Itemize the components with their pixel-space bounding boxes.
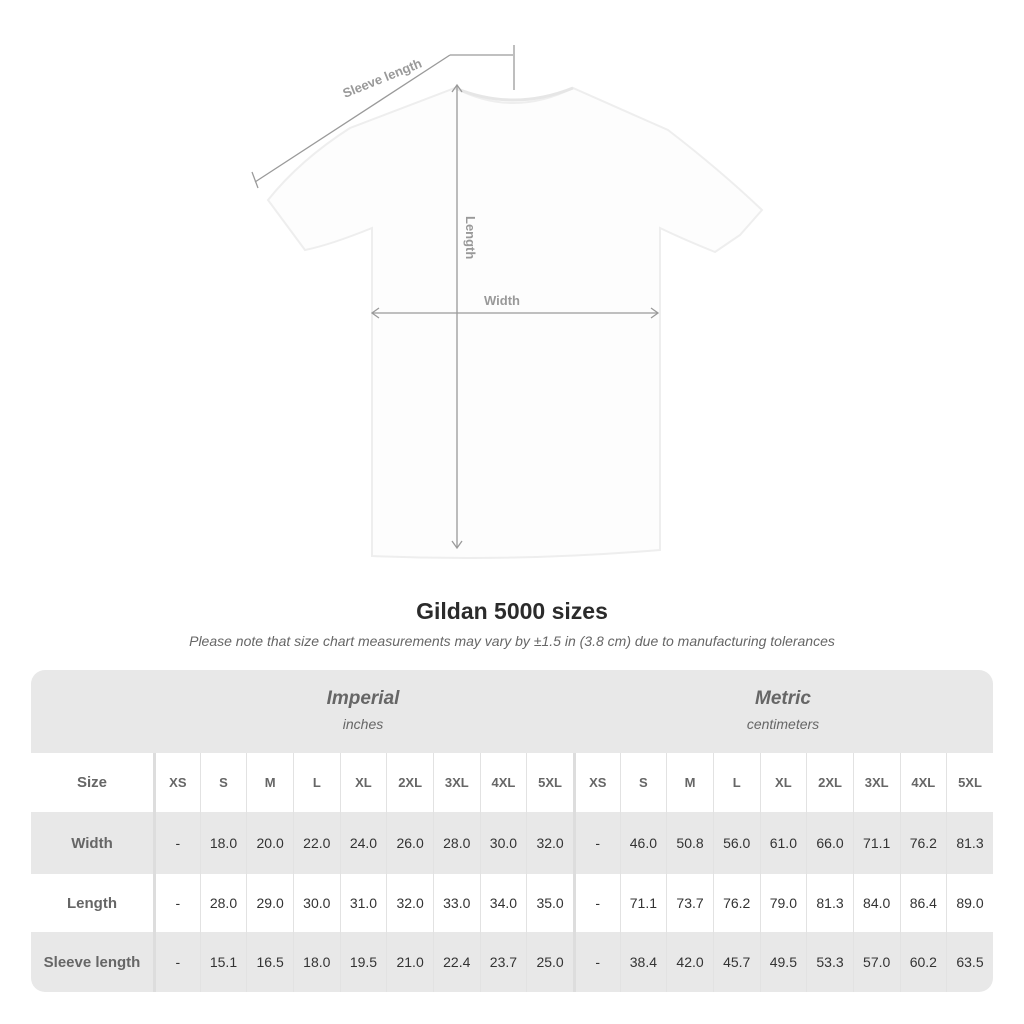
imperial-value: 30.0 bbox=[479, 812, 527, 874]
imperial-unit: inches bbox=[342, 716, 384, 732]
imperial-size-5xl: 5XL bbox=[526, 753, 573, 812]
metric-value: 76.2 bbox=[712, 874, 760, 932]
imperial-value: - bbox=[153, 812, 200, 874]
imperial-title: Imperial bbox=[326, 688, 400, 709]
metric-value: 60.2 bbox=[899, 932, 947, 992]
imperial-value: 31.0 bbox=[339, 874, 387, 932]
imperial-value: 20.0 bbox=[246, 812, 293, 874]
imperial-value: 18.0 bbox=[292, 932, 340, 992]
metric-unit: centimeters bbox=[746, 716, 820, 732]
metric-value: 81.3 bbox=[946, 812, 993, 874]
imperial-value: 21.0 bbox=[386, 932, 433, 992]
imperial-header: Imperial inches bbox=[153, 670, 573, 753]
metric-value: 73.7 bbox=[666, 874, 713, 932]
metric-value: - bbox=[572, 812, 620, 874]
metric-value: 86.4 bbox=[899, 874, 947, 932]
imperial-value: 22.4 bbox=[432, 932, 480, 992]
metric-value: 53.3 bbox=[806, 932, 853, 992]
metric-size-2xl: 2XL bbox=[806, 753, 853, 812]
metric-value: 57.0 bbox=[852, 932, 900, 992]
metric-value: 42.0 bbox=[666, 932, 713, 992]
metric-value: 38.4 bbox=[619, 932, 667, 992]
tshirt-shape bbox=[266, 86, 764, 559]
imperial-value: 18.0 bbox=[199, 812, 247, 874]
imperial-value: 32.0 bbox=[386, 874, 433, 932]
imperial-value: 32.0 bbox=[526, 812, 573, 874]
length-label: Length bbox=[463, 216, 478, 259]
size-label: Size bbox=[76, 774, 107, 791]
metric-size-m: M bbox=[666, 753, 713, 812]
imperial-value: 34.0 bbox=[479, 874, 527, 932]
imperial-value: 24.0 bbox=[339, 812, 387, 874]
metric-size-xs: XS bbox=[572, 753, 620, 812]
imperial-size-2xl: 2XL bbox=[386, 753, 433, 812]
metric-size-xl: XL bbox=[759, 753, 807, 812]
imperial-value: 28.0 bbox=[199, 874, 247, 932]
imperial-size-xs: XS bbox=[153, 753, 200, 812]
metric-value: 46.0 bbox=[619, 812, 667, 874]
imperial-value: - bbox=[153, 874, 200, 932]
imperial-value: 29.0 bbox=[246, 874, 293, 932]
metric-value: 79.0 bbox=[759, 874, 807, 932]
size-header-row: Size XS S M L XL 2XL 3XL 4XL 5XL XS S M L XL 2XL 3XL 4XL 5… bbox=[31, 753, 993, 812]
metric-value: 45.7 bbox=[712, 932, 760, 992]
imperial-value: 22.0 bbox=[292, 812, 340, 874]
imperial-value: 16.5 bbox=[246, 932, 293, 992]
tshirt-diagram: Sleeve length Length Width bbox=[251, 45, 764, 559]
imperial-size-s: S bbox=[199, 753, 247, 812]
imperial-size-3xl: 3XL bbox=[432, 753, 480, 812]
size-table: Imperial inches Metric centimeters Size X… bbox=[31, 670, 993, 992]
row-label: Width bbox=[71, 834, 113, 852]
table-row: Width -18.0 20.0 22.0 24.0 26.0 28.0 30.0 32.0-4… bbox=[31, 812, 993, 874]
row-label: Length bbox=[67, 894, 117, 912]
imperial-size-xl: XL bbox=[339, 753, 387, 812]
metric-value: 50.8 bbox=[666, 812, 713, 874]
imperial-value: 26.0 bbox=[386, 812, 433, 874]
metric-value: - bbox=[572, 932, 620, 992]
imperial-value: 30.0 bbox=[292, 874, 340, 932]
metric-size-s: S bbox=[619, 753, 667, 812]
imperial-value: 15.1 bbox=[199, 932, 247, 992]
metric-header: Metric centimeters bbox=[573, 670, 993, 753]
metric-value: 66.0 bbox=[806, 812, 853, 874]
metric-size-5xl: 5XL bbox=[946, 753, 993, 812]
imperial-value: 35.0 bbox=[526, 874, 573, 932]
table-row: Sleeve length -15.1 16.5 18.0 19.5 21.0 22.4 23… bbox=[31, 932, 993, 992]
metric-value: 71.1 bbox=[852, 812, 900, 874]
imperial-value: 28.0 bbox=[432, 812, 480, 874]
imperial-size-l: L bbox=[292, 753, 340, 812]
tolerance-note: Please note that size chart measurements… bbox=[189, 633, 835, 649]
imperial-value: - bbox=[153, 932, 200, 992]
page-title: Gildan 5000 sizes bbox=[416, 598, 608, 624]
metric-value: 81.3 bbox=[806, 874, 853, 932]
imperial-value: 33.0 bbox=[432, 874, 480, 932]
metric-value: 71.1 bbox=[619, 874, 667, 932]
imperial-value: 23.7 bbox=[479, 932, 527, 992]
imperial-size-4xl: 4XL bbox=[479, 753, 527, 812]
table-row: Length -28.0 29.0 30.0 31.0 32.0 33.0 34.0 35.0-… bbox=[31, 874, 993, 932]
metric-value: 63.5 bbox=[946, 932, 993, 992]
metric-value: - bbox=[572, 874, 620, 932]
metric-size-4xl: 4XL bbox=[899, 753, 947, 812]
metric-value: 84.0 bbox=[852, 874, 900, 932]
metric-size-l: L bbox=[712, 753, 760, 812]
imperial-value: 25.0 bbox=[526, 932, 573, 992]
sleeve-length-label: Sleeve length bbox=[341, 55, 424, 100]
metric-size-3xl: 3XL bbox=[852, 753, 900, 812]
metric-value: 61.0 bbox=[759, 812, 807, 874]
metric-value: 76.2 bbox=[899, 812, 947, 874]
imperial-size-m: M bbox=[246, 753, 293, 812]
metric-value: 56.0 bbox=[712, 812, 760, 874]
metric-value: 89.0 bbox=[946, 874, 993, 932]
width-label: Width bbox=[484, 293, 520, 308]
imperial-value: 19.5 bbox=[339, 932, 387, 992]
metric-value: 49.5 bbox=[759, 932, 807, 992]
metric-title: Metric bbox=[755, 688, 811, 709]
row-label: Sleeve length bbox=[43, 953, 141, 971]
